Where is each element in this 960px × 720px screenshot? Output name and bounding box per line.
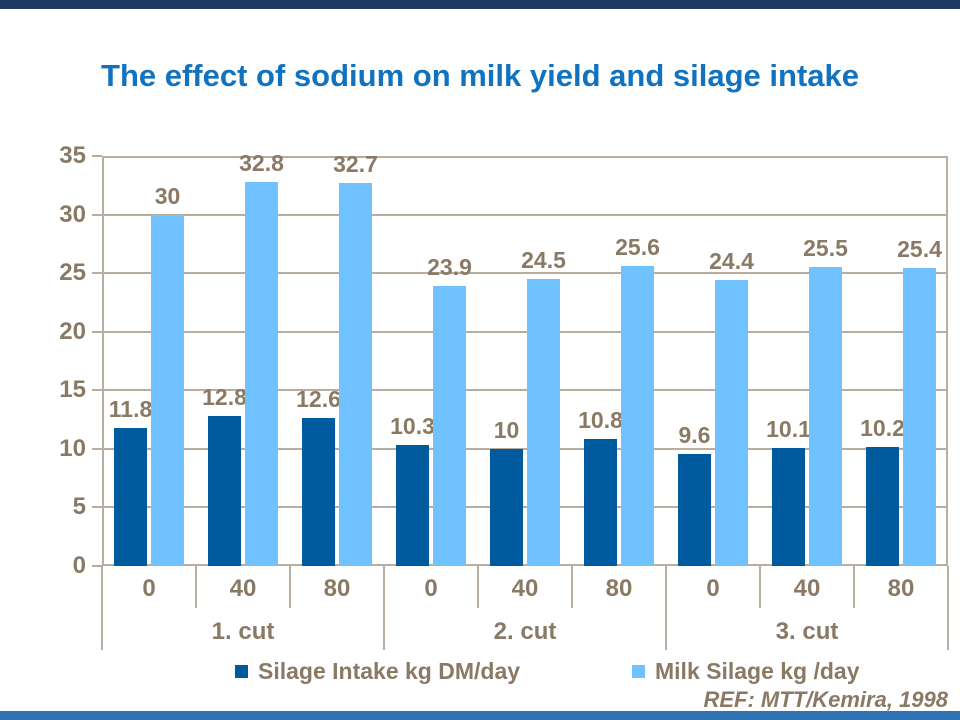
bar-value-label: 12.6 — [296, 386, 341, 413]
bar-value-label: 23.9 — [427, 254, 472, 281]
y-gridline — [102, 272, 948, 275]
y-axis-tick — [92, 565, 102, 567]
legend-swatch-icon — [235, 664, 248, 678]
x-axis-tick — [289, 566, 291, 608]
bar-milk-silage — [809, 267, 842, 566]
legend-item-milk-silage: Milk Silage kg /day — [632, 655, 860, 687]
bar-value-label: 32.7 — [333, 150, 378, 177]
y-axis-tick — [92, 447, 102, 450]
bar-silage-intake — [114, 427, 147, 566]
bar-value-label: 11.8 — [108, 395, 153, 422]
y-gridline — [102, 330, 948, 333]
x-axis-tick — [195, 566, 197, 608]
y-axis-label: 5 — [72, 493, 86, 521]
bar-value-label: 24.5 — [521, 247, 566, 273]
bar-milk-silage — [903, 268, 936, 566]
bar-value-label: 10.3 — [390, 413, 435, 440]
y-axis-tick — [92, 155, 102, 157]
group-label: 1. cut — [211, 618, 275, 645]
y-gridline — [102, 213, 948, 216]
group-separator-tick — [947, 566, 949, 650]
bar-silage-intake — [396, 445, 429, 566]
bar-value-label: 10 — [493, 416, 520, 443]
y-gridline — [102, 389, 948, 392]
group-separator-tick — [665, 566, 667, 650]
bar-value-label: 32.8 — [239, 149, 284, 176]
bar-silage-intake — [678, 453, 711, 566]
legend-label: Silage Intake kg DM/day — [258, 657, 521, 684]
x-axis-label: 40 — [229, 575, 257, 602]
y-axis-label: 10 — [59, 434, 86, 462]
bar-silage-intake — [584, 439, 617, 566]
bar-silage-intake — [302, 418, 335, 566]
top-accent-strip — [0, 0, 960, 9]
bar-value-label: 10.2 — [860, 414, 905, 441]
bar-milk-silage — [621, 266, 654, 566]
bar-milk-silage — [151, 214, 184, 566]
x-axis-label: 80 — [887, 575, 915, 602]
y-axis-label: 0 — [72, 552, 86, 579]
legend-swatch-icon — [632, 664, 645, 678]
x-axis-label: 80 — [605, 575, 633, 602]
bar-silage-intake — [490, 448, 523, 566]
bar-value-label: 30 — [154, 182, 181, 209]
bar-silage-intake — [208, 416, 241, 566]
x-axis-tick — [853, 566, 855, 608]
y-axis-tick — [92, 389, 102, 392]
y-axis-tick — [92, 272, 102, 275]
group-separator-tick — [101, 566, 103, 650]
y-axis-label: 25 — [59, 259, 86, 287]
group-label: 2. cut — [493, 618, 557, 645]
reference-note: REF: MTT/Kemira, 1998 — [703, 687, 948, 712]
page-title: The effect of sodium on milk yield and s… — [101, 58, 859, 93]
bar-milk-silage — [433, 286, 466, 566]
bar-value-label: 10.8 — [578, 407, 623, 434]
bar-value-label: 9.6 — [678, 421, 711, 448]
bar-milk-silage — [715, 280, 748, 566]
group-separator-tick — [383, 566, 385, 650]
bar-silage-intake — [866, 446, 899, 566]
x-axis-label: 40 — [793, 575, 821, 602]
x-axis-label: 0 — [706, 575, 720, 602]
y-axis-tick — [92, 213, 102, 216]
y-axis-label: 20 — [59, 317, 86, 345]
x-axis-label: 0 — [424, 575, 438, 602]
bar-value-label: 25.5 — [803, 235, 848, 262]
y-axis-tick — [92, 330, 102, 333]
x-axis-tick — [477, 566, 479, 608]
x-axis-label: 80 — [323, 575, 351, 602]
x-axis-tick — [571, 566, 573, 608]
legend-item-silage-intake: Silage Intake kg DM/day — [235, 655, 520, 687]
y-axis-label: 15 — [59, 376, 86, 404]
bar-milk-silage — [339, 182, 372, 566]
bar-milk-silage — [245, 181, 278, 566]
bar-value-label: 10.1 — [766, 415, 811, 442]
group-label: 3. cut — [775, 618, 839, 645]
y-axis-label: 35 — [59, 142, 86, 169]
y-gridline — [102, 506, 948, 509]
y-axis-tick — [92, 506, 102, 509]
plot-area — [102, 156, 948, 566]
bar-milk-silage — [527, 279, 560, 566]
bar-value-label: 25.6 — [615, 234, 660, 261]
bar-silage-intake — [772, 447, 805, 566]
x-axis-label: 40 — [511, 575, 539, 602]
x-axis-label: 0 — [142, 575, 156, 602]
bar-value-label: 24.4 — [709, 248, 754, 275]
bottom-accent-strip — [0, 711, 960, 720]
bar-value-label: 25.4 — [897, 236, 942, 263]
y-axis-label: 30 — [59, 200, 86, 228]
bar-value-label: 12.8 — [202, 384, 247, 411]
legend-label: Milk Silage kg /day — [655, 657, 860, 684]
x-axis-tick — [759, 566, 761, 608]
chart-legend: Silage Intake kg DM/day Milk Silage kg /… — [0, 655, 960, 687]
y-gridline — [102, 447, 948, 450]
